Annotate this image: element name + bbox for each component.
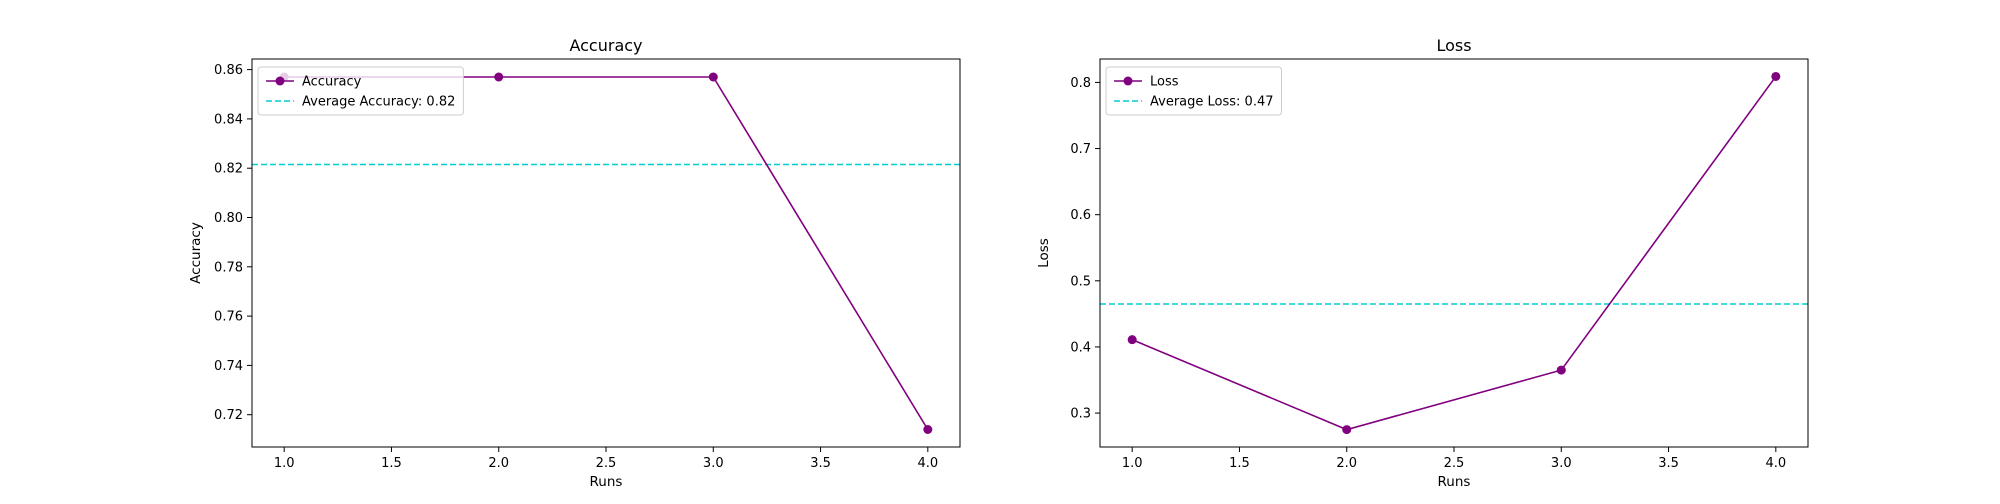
accuracy-chart: Accuracy Runs Accuracy 1.0 1.5 2.0 2.5 3.0 3.…: [188, 36, 961, 490]
x-tick-label: 3.5: [810, 456, 831, 471]
y-axis-label: Loss: [1036, 238, 1052, 268]
y-tick-label: 0.78: [214, 260, 243, 275]
y-tick-label: 0.3: [1070, 407, 1091, 422]
data-point: [494, 72, 504, 82]
legend-label: Loss: [1150, 75, 1179, 90]
chart-title: Accuracy: [569, 36, 642, 55]
data-point: [1342, 425, 1352, 435]
plot-frame: [251, 58, 961, 448]
legend: Loss Average Loss: 0.47: [1105, 66, 1282, 116]
y-tick-label: 0.6: [1070, 208, 1091, 223]
chart-title: Loss: [1436, 36, 1471, 55]
legend-label: Average Loss: 0.47: [1150, 95, 1274, 110]
x-axis-ticks: 1.0 1.5 2.0 2.5 3.0 3.5 4.0: [274, 447, 938, 471]
legend-marker-swatch: [275, 76, 285, 86]
legend-box: [257, 66, 464, 116]
legend-marker-swatch: [1123, 76, 1133, 86]
y-tick-label: 0.8: [1070, 76, 1091, 91]
plot-frame: [1099, 58, 1809, 448]
y-tick-label: 0.86: [214, 63, 243, 78]
y-axis-ticks: 0.3 0.4 0.5 0.6 0.7 0.8: [1070, 76, 1100, 422]
x-axis-ticks: 1.0 1.5 2.0 2.5 3.0 3.5 4.0: [1122, 447, 1786, 471]
x-axis-label: Runs: [1438, 474, 1471, 490]
y-tick-label: 0.4: [1070, 340, 1091, 355]
y-tick-label: 0.82: [214, 162, 243, 177]
data-point: [1556, 365, 1566, 375]
y-axis-ticks: 0.72 0.74 0.76 0.78 0.80 0.82 0.84 0.86: [214, 63, 252, 423]
x-tick-label: 1.5: [1229, 456, 1250, 471]
loss-chart: Loss Runs Loss 1.0 1.5 2.0 2.5 3.0 3.5 4.0 0.3…: [1036, 36, 1809, 490]
x-tick-label: 4.0: [1765, 456, 1786, 471]
x-tick-label: 2.0: [488, 456, 509, 471]
legend-box: [1105, 66, 1282, 116]
y-axis-label: Accuracy: [188, 222, 204, 284]
x-tick-label: 1.0: [274, 456, 295, 471]
legend-label: Average Accuracy: 0.82: [302, 95, 455, 110]
x-tick-label: 4.0: [917, 456, 938, 471]
x-tick-label: 2.5: [596, 456, 617, 471]
x-tick-label: 3.0: [1551, 456, 1572, 471]
data-point: [1127, 335, 1137, 345]
y-tick-label: 0.7: [1070, 142, 1091, 157]
legend: Accuracy Average Accuracy: 0.82: [257, 66, 464, 116]
x-tick-label: 2.5: [1444, 456, 1465, 471]
y-tick-label: 0.80: [214, 211, 243, 226]
y-tick-label: 0.84: [214, 112, 243, 127]
y-tick-label: 0.72: [214, 408, 243, 423]
series-line: [284, 76, 929, 430]
x-tick-label: 3.5: [1658, 456, 1679, 471]
series-layer: [279, 72, 933, 434]
data-point: [923, 424, 933, 434]
series-line: [1131, 75, 1777, 431]
x-tick-label: 3.0: [703, 456, 724, 471]
x-tick-label: 2.0: [1336, 456, 1357, 471]
y-tick-label: 0.5: [1070, 274, 1091, 289]
x-tick-label: 1.5: [381, 456, 402, 471]
y-tick-label: 0.76: [214, 310, 243, 325]
x-axis-label: Runs: [590, 474, 623, 490]
x-tick-label: 1.0: [1122, 456, 1143, 471]
data-point: [708, 72, 718, 82]
data-point: [1771, 71, 1781, 81]
series-layer: [1127, 71, 1781, 435]
legend-label: Accuracy: [302, 75, 362, 90]
y-tick-label: 0.74: [214, 359, 243, 374]
